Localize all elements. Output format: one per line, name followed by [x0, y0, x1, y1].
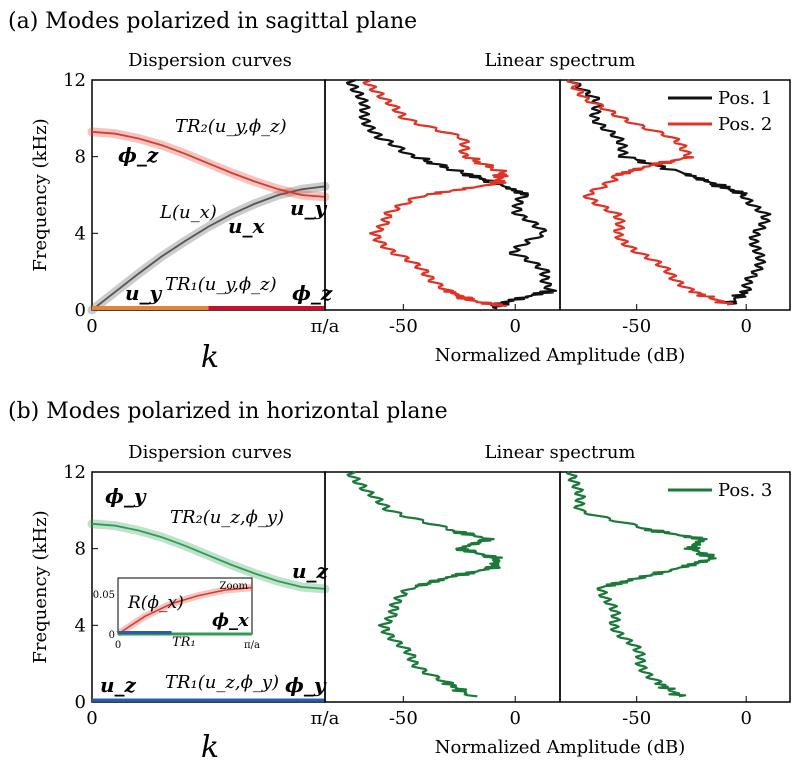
y-tick-label: 12: [63, 70, 86, 91]
spectrum-x-tick-label: 0: [740, 708, 751, 729]
spectrum-x-tick-label: -50: [389, 708, 418, 729]
inset-x-tick: π/a: [244, 640, 260, 651]
panel-b-dispersion-title: Dispersion curves: [128, 442, 292, 463]
x-tick-label: π/a: [311, 316, 340, 337]
spectrum-series-pos3: [346, 470, 503, 698]
panel-b-spectrum-title: Linear spectrum: [484, 442, 635, 463]
spectrum-x-tick-label: -50: [622, 708, 651, 729]
spectrum-x-tick-label: -50: [389, 316, 418, 337]
annotation-phiy: ϕ_y: [105, 484, 147, 508]
panel-b-x-axis-label: k: [201, 730, 219, 765]
panel-b-spectrum-x-label: Normalized Amplitude (dB): [435, 737, 686, 758]
annotation-tr1: TR₁(u_z,ϕ_y): [165, 672, 279, 693]
annotation-uz-top: u_z: [292, 559, 329, 583]
annotation-uy-bottom: u_y: [125, 281, 163, 305]
legend-label: Pos. 1: [718, 88, 772, 109]
x-tick-label: 0: [86, 708, 97, 729]
y-tick-label: 4: [75, 615, 86, 636]
annotation-tr2: TR₂(u_y,ϕ_z): [175, 116, 287, 137]
panel-b-y-axis-label: Frequency (kHz): [30, 510, 51, 663]
inset-annotation-tr1: TR₁: [172, 635, 196, 650]
panel-a-spectrum-plot-1: -50 0: [324, 78, 561, 337]
inset-y-tick: 0: [109, 630, 115, 641]
y-tick-label: 4: [75, 223, 86, 244]
annotation-tr1: TR₁(u_y,ϕ_z): [165, 274, 277, 295]
spectrum-series-pos2: [566, 79, 734, 306]
annotation-tr2: TR₂(u_z,ϕ_y): [170, 507, 284, 528]
panel-a-dispersion-title: Dispersion curves: [128, 50, 292, 71]
inset-annotation-r: R(ϕ_x): [127, 593, 184, 613]
series-line-TR2: [91, 522, 326, 590]
panel-a-x-axis-label: k: [201, 340, 219, 375]
panel-b-spectrum-plot-1: -50 0: [324, 470, 561, 729]
spectrum-series-pos1: [567, 79, 772, 306]
annotation-phiz: ϕ_z: [118, 143, 159, 167]
annotation-phiz-bottom: ϕ_z: [292, 281, 333, 305]
spectrum-x-tick-label: 0: [510, 708, 521, 729]
annotation-phiy-bottom: ϕ_y: [285, 673, 327, 697]
panel-b-dispersion-plot: 0 4 8 12 0 π/a ϕ_y TR₂(u_z,ϕ_y) u_z u_z TR₁(u_z,ϕ_…: [63, 462, 339, 729]
spectrum-x-tick-label: 0: [740, 316, 751, 337]
annotation-uz-bottom: u_z: [100, 673, 137, 697]
spectrum-series-pos3: [566, 471, 717, 698]
panel-b-spectrum-plot-2: -50 0 Pos. 3: [559, 471, 791, 729]
y-tick-label: 12: [63, 462, 86, 483]
annotation-ux: u_x: [228, 214, 266, 238]
inset-y-tick: 0.05: [93, 590, 115, 601]
panel-a-spectrum-x-label: Normalized Amplitude (dB): [435, 345, 686, 366]
y-tick-label: 8: [75, 147, 86, 168]
inset-x-tick: 0: [115, 640, 121, 651]
spectrum-frame: [324, 471, 561, 703]
inset-annotation-phix: ϕ_x: [212, 610, 249, 631]
panel-b-heading: (b) Modes polarized in horizontal plane: [8, 399, 448, 424]
legend-label: Pos. 2: [718, 114, 772, 135]
y-tick-label: 0: [75, 300, 86, 321]
panel-a-heading: (a) Modes polarized in sagittal plane: [8, 9, 417, 34]
x-tick-label: 0: [86, 316, 97, 337]
panel-a-spectrum-plot-2: -50 0 Pos. 1 Pos. 2: [559, 79, 791, 337]
spectrum-frame: [559, 79, 791, 311]
spectrum-x-tick-label: 0: [510, 316, 521, 337]
panel-a-y-axis-label: Frequency (kHz): [30, 118, 51, 271]
legend-label: Pos. 3: [718, 480, 772, 501]
x-tick-label: π/a: [311, 708, 340, 729]
series-line-TR2: [91, 130, 326, 198]
y-tick-label: 8: [75, 539, 86, 560]
spectrum-series-pos1: [345, 78, 558, 310]
annotation-l: L(u_x): [159, 202, 217, 223]
annotation-uy-top: u_y: [290, 196, 328, 220]
panel-a-spectrum-title: Linear spectrum: [484, 50, 635, 71]
series-line-L: [91, 185, 326, 311]
y-tick-label: 0: [75, 692, 86, 713]
inset-zoom-label: Zoom: [220, 581, 249, 592]
spectrum-series-pos2: [362, 78, 509, 308]
inset-line: [117, 586, 253, 635]
spectrum-frame: [559, 471, 791, 703]
spectrum-x-tick-label: -50: [622, 316, 651, 337]
